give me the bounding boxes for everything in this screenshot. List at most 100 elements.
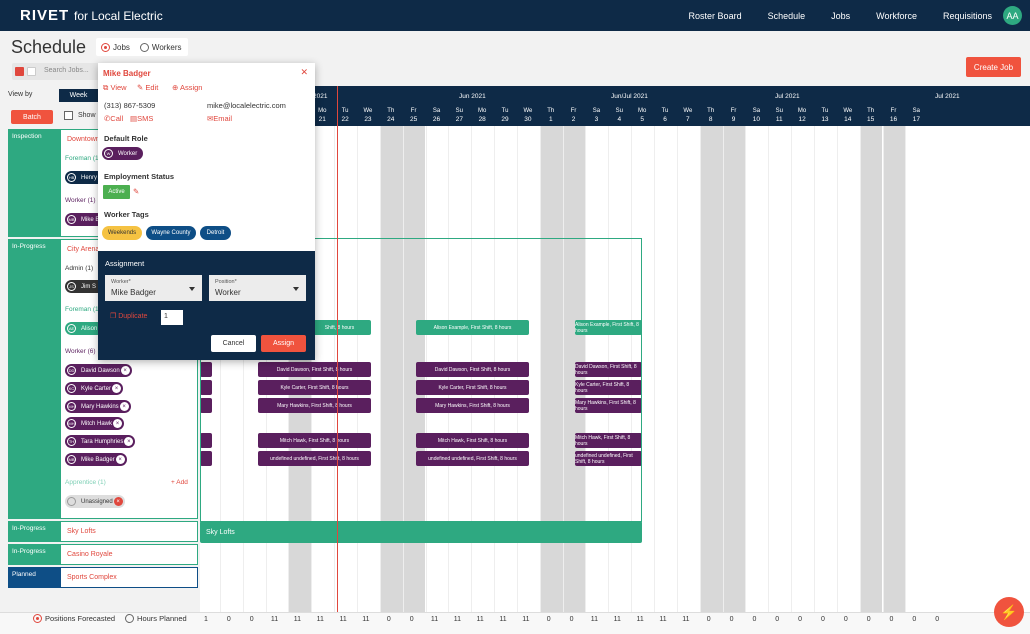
edit-status-icon[interactable]: ✎ — [133, 187, 140, 196]
remove-icon[interactable]: × — [120, 366, 130, 375]
nav-requisitions[interactable]: Requisitions — [942, 10, 992, 21]
day-column — [654, 126, 677, 612]
call-link[interactable]: ✆Call — [104, 114, 123, 123]
sky-lofts-bar[interactable]: Sky Lofts — [200, 521, 642, 543]
nav-roster-board[interactable]: Roster Board — [688, 10, 742, 21]
duplicate-count-input[interactable]: 1 — [161, 310, 183, 325]
shift-bar-alison[interactable]: Alison Example, First Shift, 8 hours — [575, 320, 642, 335]
job-name[interactable]: Sky Lofts — [67, 528, 96, 535]
assign-button[interactable]: Assign — [261, 335, 306, 352]
status-in-progress: In-Progress — [8, 544, 60, 565]
remove-icon[interactable]: × — [124, 437, 134, 446]
job-name[interactable]: City Arena — [67, 246, 100, 253]
shift-bar-mitch[interactable]: Mitch Hawk, First Shift, 8 hours — [258, 433, 371, 448]
shift-bar-undefined[interactable]: undefined undefined, First Shift, 8 hour… — [416, 451, 529, 466]
shift-bar-mitch[interactable]: Mitch Hawk, First Shift, 8 hours — [416, 433, 529, 448]
nav-jobs[interactable]: Jobs — [831, 10, 851, 21]
search-input[interactable]: Search Jobs... — [44, 67, 89, 74]
worker-chip[interactable]: MH Mitch Hawk × — [65, 417, 125, 430]
workers-radio[interactable] — [139, 42, 149, 52]
email-link[interactable]: ✉Email — [207, 114, 232, 123]
default-role-value: Worker — [118, 150, 138, 157]
worker-chip[interactable]: MB Mike Badger × — [65, 453, 127, 466]
workers-view-icon[interactable] — [27, 67, 36, 76]
workers-radio-label[interactable]: Workers — [151, 42, 182, 52]
user-avatar[interactable]: AA — [1003, 6, 1022, 25]
remove-icon[interactable]: × — [112, 384, 122, 393]
shift-bar-undefined[interactable]: undefined undefined, First Shift, 8 hour… — [258, 451, 371, 466]
day-name: We — [843, 108, 853, 114]
worker-chip[interactable]: JS Jim S — [65, 280, 108, 293]
positions-radio[interactable] — [33, 614, 42, 623]
shift-bar-david[interactable]: David Dawson, First Shift, 8 hours — [416, 362, 529, 377]
job-name[interactable]: Downtown — [67, 136, 100, 143]
job-name[interactable]: Sports Complex — [67, 574, 117, 581]
shift-bar-mitch[interactable]: Mitch Hawk, First Shift, 8 hours — [575, 433, 642, 448]
day-column — [562, 126, 586, 612]
position-select[interactable]: Position* Worker — [209, 275, 306, 301]
day-name: Mo — [318, 108, 327, 114]
footer-count: 0 — [935, 616, 940, 623]
day-name: Fr — [890, 108, 897, 114]
shift-bar[interactable] — [200, 380, 212, 395]
shift-bar-david[interactable]: David Dawson, First Shift, 8 hours — [258, 362, 371, 377]
nav-schedule[interactable]: Schedule — [767, 10, 806, 21]
shift-bar[interactable] — [200, 451, 212, 466]
assign-link[interactable]: ⊕ Assign — [172, 83, 202, 92]
shift-bar[interactable] — [200, 433, 212, 448]
shift-bar-kyle[interactable]: Kyle Carter, First Shift, 8 hours — [416, 380, 529, 395]
jobs-radio[interactable] — [101, 42, 110, 52]
week-select[interactable]: Week — [59, 89, 98, 102]
search-bar[interactable]: Search Jobs... — [12, 63, 100, 80]
footer-count: 11 — [476, 616, 484, 623]
shift-bar-kyle[interactable]: Kyle Carter, First Shift, 8 hours — [258, 380, 371, 395]
create-job-button[interactable]: Create Job — [966, 57, 1021, 77]
shift-bar-kyle[interactable]: Kyle Carter, First Shift, 8 hours — [575, 380, 642, 395]
shift-bar[interactable] — [200, 398, 212, 413]
close-icon[interactable]: ✕ — [300, 67, 308, 77]
tag-detroit[interactable]: Detroit — [200, 226, 231, 240]
shift-bar-alison[interactable]: Shift, 8 hours — [308, 320, 371, 335]
hours-radio[interactable] — [125, 614, 135, 623]
view-link[interactable]: ⧉ View — [103, 83, 127, 93]
batch-button[interactable]: Batch — [11, 110, 53, 124]
remove-icon[interactable]: × — [119, 402, 129, 411]
sms-link[interactable]: ▤SMS — [130, 114, 153, 123]
logo[interactable]: RIVET — [20, 7, 70, 24]
duplicate-toggle[interactable]: ❐ Duplicate — [110, 312, 147, 320]
shift-bar-undefined[interactable]: undefined undefined, First Shift, 8 hour… — [575, 451, 642, 466]
shift-bar-david[interactable]: David Dawson, First Shift, 8 hours — [575, 362, 642, 377]
worker-chip[interactable]: DD David Dawson × — [65, 364, 132, 377]
shift-bar-mary[interactable]: Mary Hawkins, First Shift, 8 hours — [258, 398, 371, 413]
remove-icon[interactable]: × — [113, 497, 123, 506]
chip-name: Alison — [81, 325, 98, 332]
shift-bar-mary[interactable]: Mary Hawkins, First Shift, 8 hours — [575, 398, 642, 413]
nav-workforce[interactable]: Workforce — [876, 10, 917, 21]
quick-action-button[interactable]: ⚡ — [994, 597, 1024, 627]
tag-wayne-county[interactable]: Wayne County — [146, 226, 196, 240]
cancel-button[interactable]: Cancel — [211, 335, 256, 352]
remove-icon[interactable]: × — [115, 455, 125, 464]
tag-weekends[interactable]: Weekends — [102, 226, 142, 240]
day-name: We — [523, 108, 533, 114]
shift-bar-mary[interactable]: Mary Hawkins, First Shift, 8 hours — [416, 398, 529, 413]
job-name[interactable]: Casino Royale — [67, 551, 113, 558]
day-name: Mo — [797, 108, 807, 114]
pencil-icon: ✎ — [137, 83, 146, 92]
worker-chip[interactable]: KC Kyle Carter × — [65, 382, 124, 395]
shift-bar-alison[interactable]: Alison Example, First Shift, 8 hours — [416, 320, 529, 335]
remove-icon[interactable]: × — [113, 419, 123, 428]
worker-select[interactable]: Worker* Mike Badger — [105, 275, 202, 301]
show-checkbox[interactable] — [64, 111, 73, 120]
add-button[interactable]: + Add — [171, 479, 188, 486]
jobs-view-icon[interactable] — [15, 67, 24, 76]
worker-chip[interactable]: MH Mary Hawkins × — [65, 400, 131, 413]
day-name: We — [363, 108, 373, 114]
worker-chip[interactable]: TH Tara Humphries × — [65, 435, 136, 448]
unassigned-chip[interactable]: Unassigned × — [65, 495, 125, 508]
shift-bar[interactable] — [200, 362, 212, 377]
hours-label[interactable]: Hours Planned — [137, 614, 187, 623]
positions-label[interactable]: Positions Forecasted — [45, 614, 116, 623]
edit-link[interactable]: ✎ Edit — [137, 83, 158, 92]
jobs-radio-label[interactable]: Jobs — [113, 42, 130, 52]
